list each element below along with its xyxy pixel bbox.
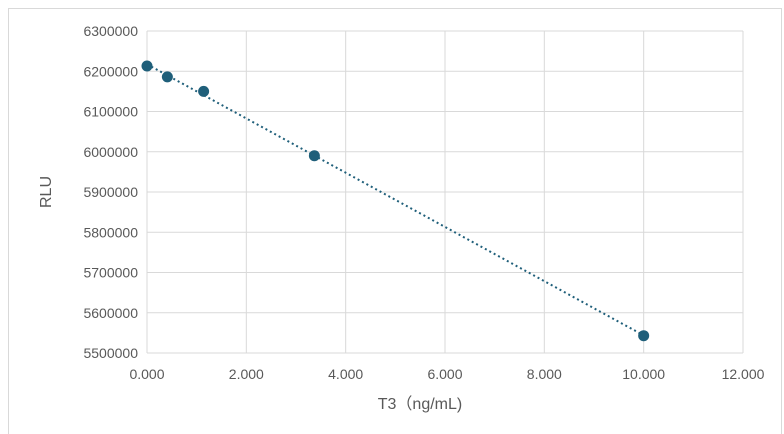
data-point-2 — [198, 86, 209, 97]
y-tick-label-3: 5800000 — [83, 224, 138, 240]
x-tick-label-6: 12.000 — [722, 366, 765, 382]
y-tick-label-4: 5900000 — [83, 184, 138, 200]
y-axis-title: RLU — [38, 176, 55, 208]
x-tick-label-3: 6.000 — [427, 366, 462, 382]
data-point-4 — [638, 330, 649, 341]
y-tick-label-1: 5600000 — [83, 305, 138, 321]
data-point-0 — [142, 61, 153, 72]
data-point-1 — [162, 71, 173, 82]
y-tick-label-6: 6100000 — [83, 104, 138, 120]
x-tick-label-2: 4.000 — [328, 366, 363, 382]
trendline-0 — [147, 64, 644, 335]
y-tick-label-5: 6000000 — [83, 144, 138, 160]
y-tick-label-8: 6300000 — [83, 23, 138, 39]
x-tick-label-4: 8.000 — [527, 366, 562, 382]
y-tick-label-7: 6200000 — [83, 63, 138, 79]
x-tick-label-1: 2.000 — [229, 366, 264, 382]
x-axis-title: T3（ng/mL) — [378, 395, 462, 413]
x-tick-label-5: 10.000 — [622, 366, 665, 382]
y-tick-label-2: 5700000 — [83, 265, 138, 281]
x-tick-label-0: 0.000 — [129, 366, 164, 382]
y-tick-label-0: 5500000 — [83, 345, 138, 361]
data-point-3 — [309, 150, 320, 161]
